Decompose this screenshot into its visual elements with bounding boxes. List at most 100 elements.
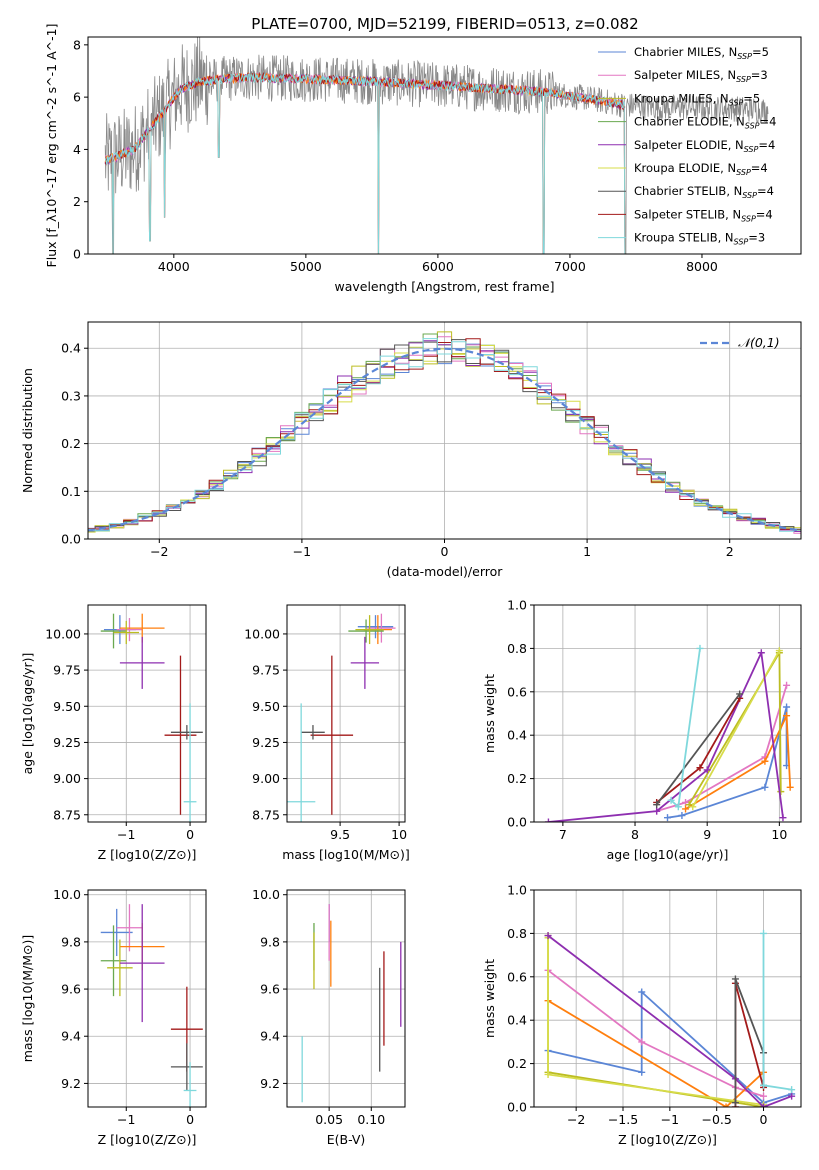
errorbar-point — [357, 615, 394, 639]
y-tick-label: 9.50 — [53, 699, 81, 714]
y-tick-label: 2 — [73, 194, 81, 209]
y-tick-label: 0.4 — [507, 1013, 527, 1028]
y-tick-label: 6 — [73, 90, 81, 105]
y-axis-label: Flux [f_λ10^-17 erg cm^-2 s^-1 A^-1] — [44, 24, 59, 268]
y-tick-label: 0 — [73, 247, 81, 262]
weight-marker — [638, 1068, 646, 1076]
weight-series — [685, 649, 785, 809]
chart-residuals: −2 −1 0 1 2 0.0 0.1 0.2 0.3 0.4 (data-model)/error… — [20, 321, 802, 579]
weight-series — [544, 934, 768, 1107]
x-tick-label: −1 — [661, 1112, 679, 1127]
chart-Z-age: −1 0 8.75 9.00 9.25 9.50 9.75 10.00 Z [log10(Z/Z… — [20, 604, 207, 862]
weight-marker — [638, 1038, 646, 1046]
x-tick-label: 10 — [771, 827, 787, 842]
y-axis-label: mass weight — [482, 674, 497, 753]
y-tick-label: 10.00 — [45, 626, 81, 641]
histogram-series — [88, 339, 801, 531]
weight-marker — [722, 1103, 730, 1107]
x-tick-label: 10 — [391, 827, 407, 842]
y-tick-label: 9.6 — [61, 982, 81, 997]
y-axis-label: mass [log10(M/M⊙)] — [20, 935, 35, 1063]
weight-marker — [674, 803, 682, 811]
x-tick-label: −0.5 — [702, 1112, 732, 1127]
weight-marker — [544, 818, 552, 822]
weight-marker — [689, 803, 697, 811]
x-tick-label: 7 — [559, 827, 567, 842]
weight-marker — [783, 712, 791, 720]
weight-marker — [757, 649, 765, 657]
weight-series — [760, 929, 796, 1094]
plot-area-Z-weight — [544, 929, 796, 1107]
y-tick-label: 0.2 — [507, 771, 527, 786]
errorbar-point — [116, 904, 143, 952]
plot-area-Z-age — [100, 613, 203, 822]
weight-marker — [667, 796, 675, 804]
weight-line — [655, 693, 741, 806]
y-tick-label: 0.6 — [507, 969, 527, 984]
errorbar-point — [183, 703, 197, 822]
weight-marker — [760, 1092, 768, 1100]
histogram-series — [88, 338, 801, 532]
model-spectrum-line — [104, 71, 626, 254]
legend-entry: Kroupa STELIB, NSSP=3 — [634, 231, 765, 247]
errorbar-point — [348, 619, 384, 643]
model-spectrum-line — [104, 72, 626, 254]
errorbar-point — [119, 636, 165, 689]
y-tick-label: 10.00 — [244, 626, 280, 641]
weight-marker — [685, 801, 693, 809]
weight-marker — [786, 783, 794, 791]
x-axis-label: wavelength [Angstrom, rest frame] — [334, 279, 554, 294]
weight-marker — [783, 681, 791, 689]
y-tick-label: 9.6 — [260, 982, 280, 997]
x-tick-label: 2 — [726, 544, 734, 559]
weight-marker — [544, 932, 552, 940]
x-tick-label: 0 — [441, 544, 449, 559]
legend-entry: Kroupa ELODIE, NSSP=4 — [634, 161, 768, 177]
weight-series — [682, 712, 794, 813]
weight-marker — [703, 766, 711, 774]
y-tick-label: 0.8 — [507, 926, 527, 941]
plot-area-mass-age — [287, 613, 396, 822]
weight-marker — [783, 703, 791, 711]
y-tick-label: 0.8 — [507, 641, 527, 656]
errorbar-point — [170, 1043, 203, 1091]
weight-line — [547, 937, 764, 1106]
errorbar-point — [113, 620, 140, 645]
chart-age-weight: 7 8 9 10 0.0 0.2 0.4 0.6 0.8 1.0 age [log10(age/yr… — [482, 598, 802, 862]
weight-marker — [653, 807, 661, 815]
weight-marker — [788, 1092, 796, 1100]
y-tick-label: 9.00 — [53, 771, 81, 786]
legend-entry: Salpeter MILES, NSSP=3 — [634, 68, 768, 84]
x-tick-label: 0 — [186, 827, 194, 842]
y-tick-label: 9.00 — [252, 771, 280, 786]
weight-marker — [760, 1103, 768, 1107]
weight-line — [656, 685, 788, 812]
weight-marker — [761, 783, 769, 791]
plot-area-Z-mass — [100, 904, 203, 1107]
weight-marker — [777, 788, 785, 796]
weight-series — [544, 997, 768, 1107]
x-tick-label: 8 — [631, 827, 639, 842]
errorbar-point — [100, 925, 127, 997]
weight-series — [667, 644, 704, 811]
axes-frame — [286, 604, 406, 823]
weight-series — [544, 966, 768, 1100]
y-tick-label: 0.2 — [507, 1056, 527, 1071]
weight-marker — [678, 811, 686, 819]
y-tick-label: 4 — [73, 142, 81, 157]
weight-marker — [775, 647, 783, 655]
y-tick-label: 9.4 — [61, 1029, 81, 1044]
y-tick-label: 10.0 — [252, 887, 280, 902]
x-tick-label: 0 — [760, 1112, 768, 1127]
y-tick-label: 0.2 — [61, 436, 81, 451]
y-tick-label: 1.0 — [507, 598, 527, 613]
axes-frame — [286, 889, 406, 1108]
y-tick-label: 9.2 — [260, 1076, 280, 1091]
axes-frame — [533, 604, 802, 823]
x-tick-label: 8000 — [686, 259, 718, 274]
legend-entry: Kroupa MILES, NSSP=5 — [634, 91, 760, 107]
errorbar-point — [164, 655, 197, 815]
y-tick-label: 8 — [73, 37, 81, 52]
weight-marker — [544, 1070, 552, 1078]
weight-marker — [682, 798, 690, 806]
